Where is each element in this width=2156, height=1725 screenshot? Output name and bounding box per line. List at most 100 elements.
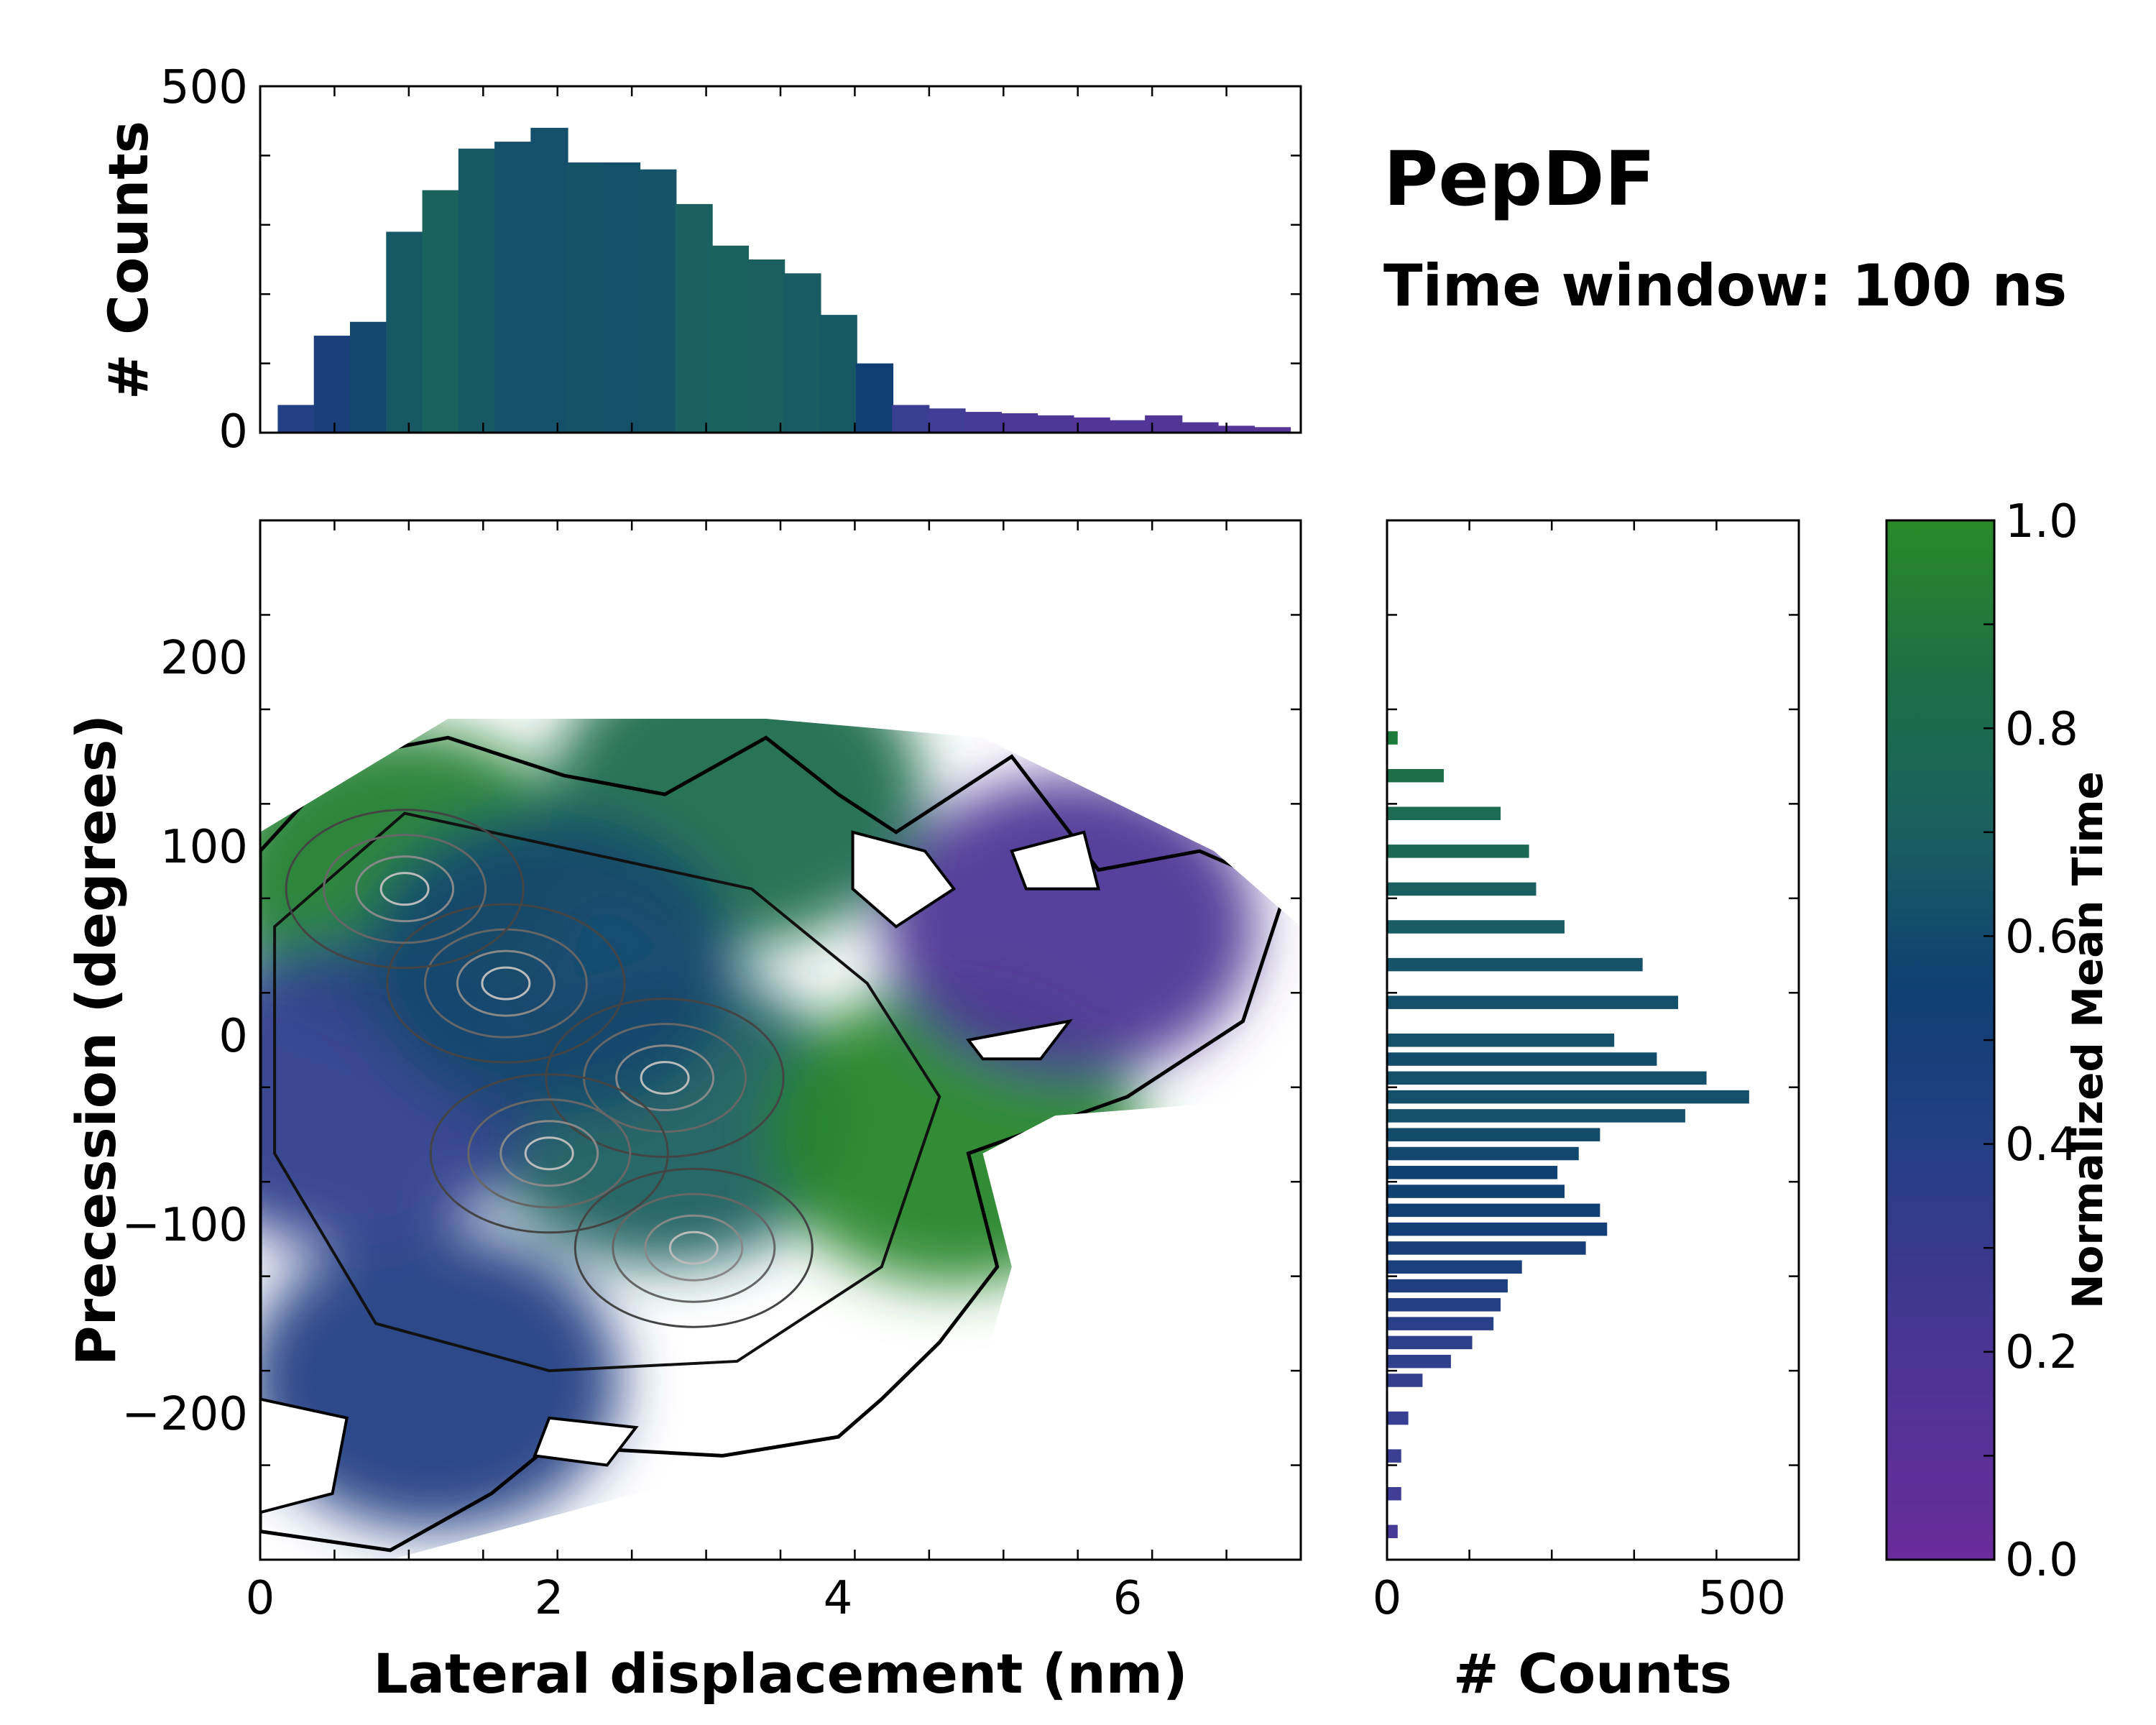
- density-contour-ring: [323, 834, 487, 944]
- main-heatmap-ticks: [259, 519, 1302, 1561]
- top-histogram-bar: [1217, 426, 1255, 433]
- right-histogram-bar: [1387, 1411, 1409, 1425]
- right-histogram-bar: [1387, 882, 1537, 896]
- top-histogram-bar: [855, 363, 894, 433]
- top-histogram-bar: [386, 231, 424, 433]
- density-contour-ring: [355, 855, 455, 923]
- right-histogram-bar: [1387, 1241, 1586, 1255]
- right-histogram-bar: [1387, 995, 1679, 1009]
- right-histogram-bar: [1387, 1335, 1473, 1350]
- top-histogram-bar: [530, 127, 568, 433]
- right-histogram-bar: [1387, 1071, 1707, 1085]
- top-histogram-bar: [892, 405, 930, 433]
- density-contour-ring: [379, 872, 430, 906]
- top-ytick-500: 500: [160, 61, 248, 114]
- colorbar: 0.0 0.2 0.4 0.6 0.8 1.0 Normalized Mean …: [1885, 495, 2112, 1587]
- ytick-0: 0: [218, 1010, 248, 1063]
- top-histogram: 500 0 # Counts: [96, 61, 1302, 459]
- colorbar-tick-0.4: 0.4: [2005, 1118, 2078, 1172]
- colorbar-tick-0.2: 0.2: [2005, 1326, 2078, 1379]
- top-ytick-0: 0: [218, 405, 248, 459]
- chart-subtitle: Time window: 100 ns: [1383, 252, 2067, 319]
- colorbar-tick-1.0: 1.0: [2005, 495, 2078, 548]
- top-histogram-bar: [1253, 427, 1291, 433]
- density-contour-ring: [481, 966, 531, 1000]
- right-histogram-bar: [1387, 1486, 1401, 1501]
- top-histogram-bar: [458, 148, 497, 433]
- xtick-4: 4: [824, 1572, 853, 1625]
- top-histogram-bar: [1181, 422, 1219, 433]
- right-histogram-bar: [1387, 1052, 1657, 1066]
- top-histogram-bar: [1000, 413, 1038, 433]
- density-contour-ring: [386, 903, 626, 1064]
- xtick-6: 6: [1113, 1572, 1143, 1625]
- top-histogram-ylabel: # Counts: [96, 121, 160, 400]
- right-histogram: 0 500 # Counts: [1373, 519, 1800, 1706]
- empty-region-right: [968, 1096, 1301, 1418]
- top-histogram-bar: [711, 245, 749, 433]
- heatmap-region: [260, 1229, 621, 1532]
- density-contour-ring: [499, 1120, 599, 1187]
- density-contour-ring: [524, 1136, 574, 1171]
- top-histogram-bar: [313, 336, 351, 433]
- density-contour-ring: [615, 1044, 715, 1112]
- right-histogram-bar: [1387, 1184, 1565, 1198]
- density-contour-ring: [545, 998, 785, 1159]
- top-histogram-bar: [675, 203, 713, 433]
- heatmap-region: [883, 776, 1257, 1078]
- top-histogram-bar: [1036, 415, 1074, 433]
- right-histogram-bar: [1387, 1109, 1685, 1123]
- density-contour-ring: [456, 949, 556, 1017]
- heatmap-region: [362, 813, 737, 1116]
- top-histogram-bar: [566, 162, 604, 433]
- heatmap-empty-bins: [260, 520, 1301, 1560]
- chart-title: PepDF: [1383, 135, 1656, 223]
- right-histogram-bar: [1387, 806, 1501, 821]
- density-contour-ring: [612, 1192, 776, 1303]
- right-histogram-frame: [1386, 519, 1800, 1561]
- top-histogram-ticks: [259, 85, 1302, 434]
- empty-region: [260, 1397, 349, 1514]
- ytick-100: 100: [160, 821, 248, 874]
- top-histogram-bar: [783, 273, 821, 433]
- top-histogram-bar: [639, 169, 677, 433]
- main-xlabel: Lateral displacement (nm): [373, 1642, 1187, 1706]
- right-histogram-bar: [1387, 1090, 1749, 1104]
- top-histogram-bar: [1108, 420, 1147, 433]
- density-contour-ring: [429, 1073, 669, 1234]
- colorbar-tick-0: 0.0: [2005, 1534, 2078, 1587]
- right-histogram-bar: [1387, 1203, 1600, 1218]
- top-histogram-bar: [1072, 417, 1110, 433]
- right-histogram-bar: [1387, 957, 1643, 972]
- right-histogram-bar: [1387, 920, 1565, 934]
- top-histogram-bar: [819, 315, 857, 433]
- right-histogram-bar: [1387, 1317, 1494, 1330]
- top-histogram-bar: [928, 408, 966, 433]
- density-contour-ring: [285, 809, 525, 970]
- density-contour-ring: [644, 1214, 744, 1282]
- right-xtick-0: 0: [1373, 1572, 1402, 1625]
- density-contour-ring: [573, 1167, 814, 1328]
- top-histogram-bar: [277, 405, 315, 433]
- ytick-200: 200: [160, 632, 248, 685]
- xtick-2: 2: [535, 1572, 564, 1625]
- right-histogram-bar: [1387, 1354, 1451, 1368]
- empty-region: [1010, 830, 1101, 891]
- top-histogram-bar: [747, 259, 786, 433]
- main-heatmap: 0 2 4 6 200 100 0 −100 −200 Lateral disp…: [64, 519, 1302, 1706]
- top-histogram-bars: [277, 127, 1291, 433]
- right-histogram-bar: [1387, 1298, 1501, 1312]
- density-contour-ring: [668, 1230, 719, 1265]
- right-histogram-xlabel: # Counts: [1453, 1642, 1732, 1706]
- colorbar-tick-0.6: 0.6: [2005, 911, 2078, 964]
- right-histogram-bars: [1387, 731, 1749, 1539]
- right-histogram-bar: [1387, 768, 1445, 783]
- right-histogram-bar: [1387, 1222, 1608, 1236]
- right-histogram-bar: [1387, 1128, 1600, 1141]
- empty-region: [533, 1416, 639, 1467]
- density-contour-ring: [467, 1098, 632, 1209]
- ytick-minus-200: −200: [121, 1388, 248, 1441]
- top-histogram-bar: [964, 412, 1002, 433]
- top-histogram-bar: [1145, 415, 1183, 433]
